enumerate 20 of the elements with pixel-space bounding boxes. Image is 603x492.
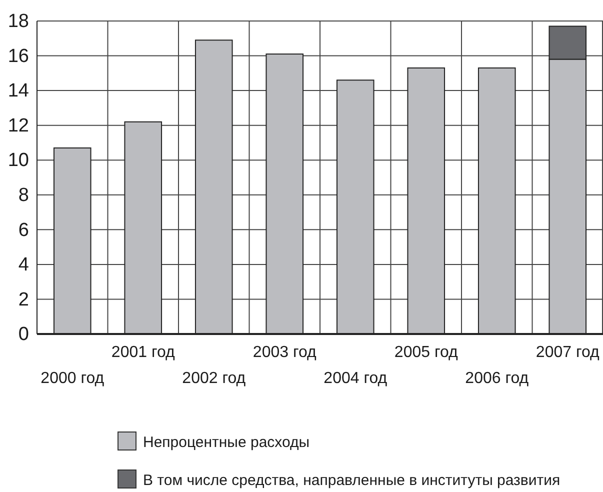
x-tick-label: 2002 год bbox=[182, 370, 246, 387]
y-tick-label: 12 bbox=[8, 115, 29, 136]
y-tick-label: 4 bbox=[18, 254, 30, 276]
legend-label: В том числе средства, направленные в институты развития bbox=[143, 472, 560, 489]
y-tick-label: 0 bbox=[18, 324, 29, 346]
x-tick-label: 2000 год bbox=[40, 370, 105, 387]
y-tick-label: 18 bbox=[8, 11, 29, 32]
x-tick-label: 2006 год bbox=[465, 370, 530, 387]
y-tick-label: 14 bbox=[8, 80, 30, 102]
legend-label: Непроцентные расходы bbox=[143, 434, 310, 451]
x-tick-label: 2001 год bbox=[111, 344, 176, 361]
y-tick-label: 16 bbox=[8, 46, 29, 67]
y-tick-label: 6 bbox=[18, 220, 29, 241]
x-tick-label: 2003 год bbox=[252, 344, 317, 361]
y-tick-label: 8 bbox=[18, 184, 29, 206]
y-tick-label: 10 bbox=[8, 150, 29, 172]
x-tick-label: 2005 год bbox=[394, 344, 458, 361]
x-tick-label: 2007 год bbox=[536, 344, 600, 361]
x-tick-label: 2004 год bbox=[324, 370, 388, 387]
y-tick-label: 2 bbox=[18, 289, 29, 310]
